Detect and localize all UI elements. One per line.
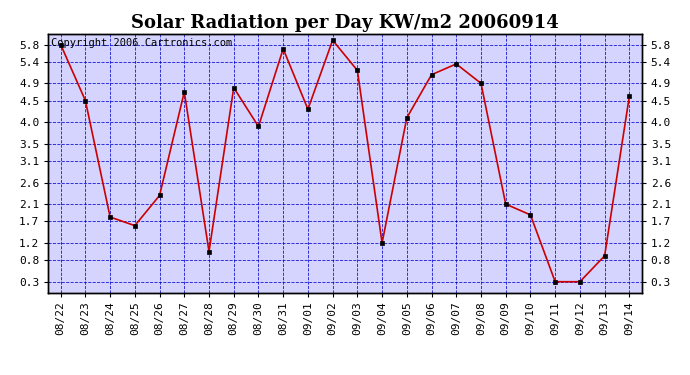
Text: Copyright 2006 Cartronics.com: Copyright 2006 Cartronics.com bbox=[51, 38, 233, 48]
Title: Solar Radiation per Day KW/m2 20060914: Solar Radiation per Day KW/m2 20060914 bbox=[131, 14, 559, 32]
